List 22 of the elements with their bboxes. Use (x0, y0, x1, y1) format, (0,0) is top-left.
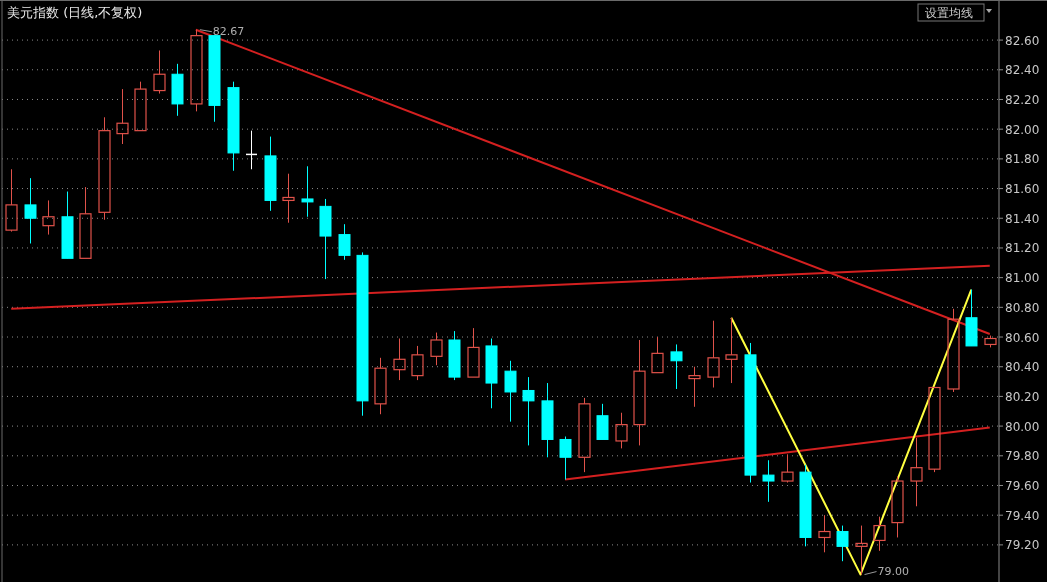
y-tick-label: 81.60 (1005, 182, 1040, 197)
y-tick-label: 81.80 (1005, 152, 1040, 167)
annotation: 设置均线 (925, 6, 973, 20)
y-tick-label: 79.20 (1005, 538, 1040, 553)
annotation: 82.67 (212, 24, 245, 38)
y-tick-label: 81.40 (1005, 211, 1040, 226)
y-tick-label: 82.00 (1005, 122, 1040, 137)
y-tick-label: 82.60 (1005, 33, 1040, 48)
y-tick-label: 79.40 (1005, 508, 1040, 523)
y-tick-label: 81.00 (1005, 271, 1040, 286)
y-tick-label: 79.60 (1005, 478, 1040, 493)
y-tick-label: 80.20 (1005, 389, 1040, 404)
y-tick-label: 80.40 (1005, 360, 1040, 375)
y-tick-label: 79.80 (1005, 449, 1040, 464)
y-tick-label: 82.40 (1005, 63, 1040, 78)
y-tick-label: 80.60 (1005, 330, 1040, 345)
y-tick-label: 82.20 (1005, 92, 1040, 107)
chart-title: 美元指数 (日线,不复权) (7, 5, 143, 20)
y-tick-label: 80.80 (1005, 300, 1040, 315)
y-tick-label: 80.00 (1005, 419, 1040, 434)
annotation: 79.00 (877, 564, 910, 578)
y-tick-label: 81.20 (1005, 241, 1040, 256)
